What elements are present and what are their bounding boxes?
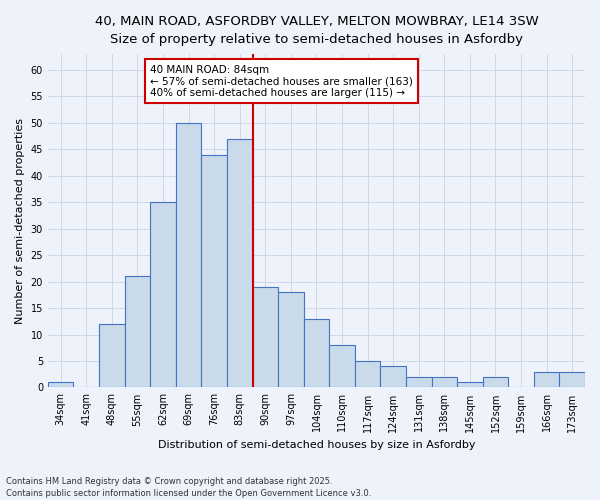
Bar [406,377,431,388]
Text: Contains HM Land Registry data © Crown copyright and database right 2025.
Contai: Contains HM Land Registry data © Crown c… [6,476,371,498]
X-axis label: Distribution of semi-detached houses by size in Asfordby: Distribution of semi-detached houses by … [158,440,475,450]
Bar [150,202,176,388]
Bar [48,382,73,388]
Bar [99,324,125,388]
Bar [534,372,559,388]
Bar [176,123,202,388]
Bar [559,372,585,388]
Title: 40, MAIN ROAD, ASFORDBY VALLEY, MELTON MOWBRAY, LE14 3SW
Size of property relati: 40, MAIN ROAD, ASFORDBY VALLEY, MELTON M… [95,15,538,46]
Text: 40 MAIN ROAD: 84sqm
← 57% of semi-detached houses are smaller (163)
40% of semi-: 40 MAIN ROAD: 84sqm ← 57% of semi-detach… [150,64,413,98]
Y-axis label: Number of semi-detached properties: Number of semi-detached properties [15,118,25,324]
Bar [202,154,227,388]
Bar [431,377,457,388]
Bar [304,318,329,388]
Bar [329,345,355,388]
Bar [253,287,278,388]
Bar [482,377,508,388]
Bar [380,366,406,388]
Bar [457,382,482,388]
Bar [125,276,150,388]
Bar [355,361,380,388]
Bar [278,292,304,388]
Bar [227,139,253,388]
